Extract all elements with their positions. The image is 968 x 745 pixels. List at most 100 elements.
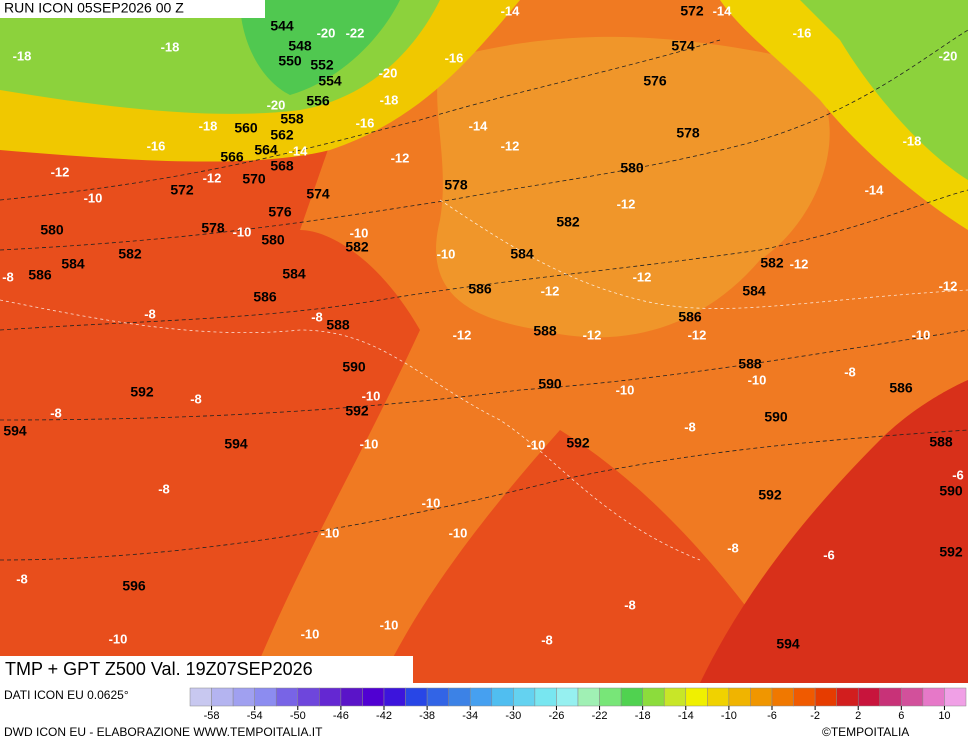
gpt-label: 588 — [738, 356, 762, 372]
colorbar: -58 -54 -50 -46 -42 -38 -34 -30 -26 -22 -18 -14 -10-… — [189, 687, 967, 722]
gpt-label: 586 — [253, 289, 277, 305]
colorbar-tick-label: -18 — [635, 710, 651, 722]
tmp-label: -18 — [199, 118, 218, 133]
tmp-label: -12 — [939, 278, 958, 293]
area-red-se — [700, 380, 968, 683]
colorbar-box — [642, 687, 665, 707]
gpt-label: 592 — [758, 487, 782, 503]
gpt-label: 590 — [939, 483, 963, 499]
gpt-label: 590 — [342, 359, 366, 375]
run-label: RUN ICON 05SEP2026 00 Z — [4, 0, 184, 16]
tmp-label: -10 — [748, 372, 767, 387]
gpt-label: 584 — [282, 266, 306, 282]
colorbar-tick-label: 10 — [938, 710, 950, 722]
tmp-label: -10 — [362, 388, 381, 403]
colorbar-box — [383, 687, 406, 707]
tmp-label: -12 — [453, 327, 472, 342]
tmp-label: -10 — [360, 436, 379, 451]
colorbar-box — [513, 687, 536, 707]
contour — [0, 429, 968, 561]
tmp-label: -16 — [356, 115, 375, 130]
copyright-label: ©TEMPOITALIA — [822, 725, 909, 739]
isotherm — [0, 299, 701, 561]
gpt-label: 586 — [468, 281, 492, 297]
colorbar-box — [189, 687, 212, 707]
tmp-label: -8 — [844, 364, 856, 379]
tmp-label: -8 — [541, 632, 553, 647]
colorbar-box — [340, 687, 363, 707]
tmp-label: -20 — [317, 25, 336, 40]
tmp-label: -8 — [684, 419, 696, 434]
colorbar-box — [211, 687, 234, 707]
gpt-label: 584 — [742, 283, 766, 299]
colorbar-tick-label: -22 — [592, 710, 608, 722]
colorbar-tick-label: -38 — [419, 710, 435, 722]
credit-label: DWD ICON EU - ELABORAZIONE WWW.TEMPOITAL… — [4, 725, 323, 739]
tmp-label: -12 — [51, 164, 70, 179]
gpt-label: 578 — [444, 177, 468, 193]
gpt-label: 592 — [345, 403, 369, 419]
gpt-label: 582 — [345, 239, 369, 255]
tmp-label: -8 — [2, 269, 14, 284]
gpt-label: 548 — [288, 38, 312, 54]
gpt-label: 574 — [671, 38, 695, 54]
gpt-label: 594 — [3, 423, 27, 439]
gpt-label: 556 — [306, 93, 330, 109]
colorbar-box — [922, 687, 945, 707]
colorbar-box — [685, 687, 708, 707]
tmp-label: -10 — [321, 525, 340, 540]
tmp-label: -12 — [203, 170, 222, 185]
tmp-label: -8 — [50, 405, 62, 420]
tmp-label: -16 — [445, 50, 464, 65]
tmp-label: -10 — [301, 626, 320, 641]
gpt-label: 576 — [268, 204, 292, 220]
colorbar-box — [556, 687, 579, 707]
gpt-label: 588 — [326, 317, 350, 333]
gpt-label: 558 — [280, 111, 304, 127]
gpt-label: 582 — [760, 255, 784, 271]
tmp-label: -8 — [190, 391, 202, 406]
contour — [0, 29, 968, 251]
tmp-label: -10 — [109, 631, 128, 646]
gpt-label: 582 — [118, 246, 142, 262]
tmp-label: -10 — [616, 382, 635, 397]
colorbar-tick-label: -2 — [810, 710, 820, 722]
tmp-label: -18 — [13, 48, 32, 63]
tmp-label: -20 — [379, 65, 398, 80]
map-title: TMP + GPT Z500 Val. 19Z07SEP2026 — [5, 659, 313, 679]
tmp-label: -18 — [161, 39, 180, 54]
gpt-label: 578 — [676, 125, 700, 141]
tmp-label: -16 — [147, 138, 166, 153]
colorbar-box — [491, 687, 514, 707]
tmp-label: -14 — [469, 118, 489, 133]
colorbar-box — [901, 687, 924, 707]
colorbar-box — [297, 687, 320, 707]
tmp-label: -20 — [267, 97, 286, 112]
colorbar-tick-label: -46 — [333, 710, 349, 722]
colorbar-box — [814, 687, 837, 707]
gpt-label: 590 — [764, 409, 788, 425]
tmp-label: -12 — [790, 256, 809, 271]
colorbar-box — [944, 687, 967, 707]
tmp-label: -20 — [939, 48, 958, 63]
source-label: DATI ICON EU 0.0625° — [4, 688, 129, 702]
gpt-label: 584 — [61, 256, 85, 272]
area-light-orange — [436, 36, 830, 338]
gpt-label: 592 — [566, 435, 590, 451]
header-box — [0, 0, 265, 18]
colorbar-box — [577, 687, 600, 707]
colorbar-box — [857, 687, 881, 707]
colorbar-box — [319, 687, 342, 707]
tmp-label: -10 — [422, 495, 441, 510]
gpt-label: 582 — [556, 214, 580, 230]
tmp-label: -8 — [158, 481, 170, 496]
tmp-label: -10 — [912, 327, 931, 342]
colorbar-tick-label: -26 — [548, 710, 564, 722]
title-box — [0, 656, 413, 683]
colorbar-box — [426, 687, 449, 707]
tmp-label: -8 — [144, 306, 156, 321]
colorbar-box — [750, 687, 773, 707]
colorbar-box — [599, 687, 622, 707]
tmp-label: -12 — [688, 327, 707, 342]
tmp-label: -14 — [865, 182, 885, 197]
